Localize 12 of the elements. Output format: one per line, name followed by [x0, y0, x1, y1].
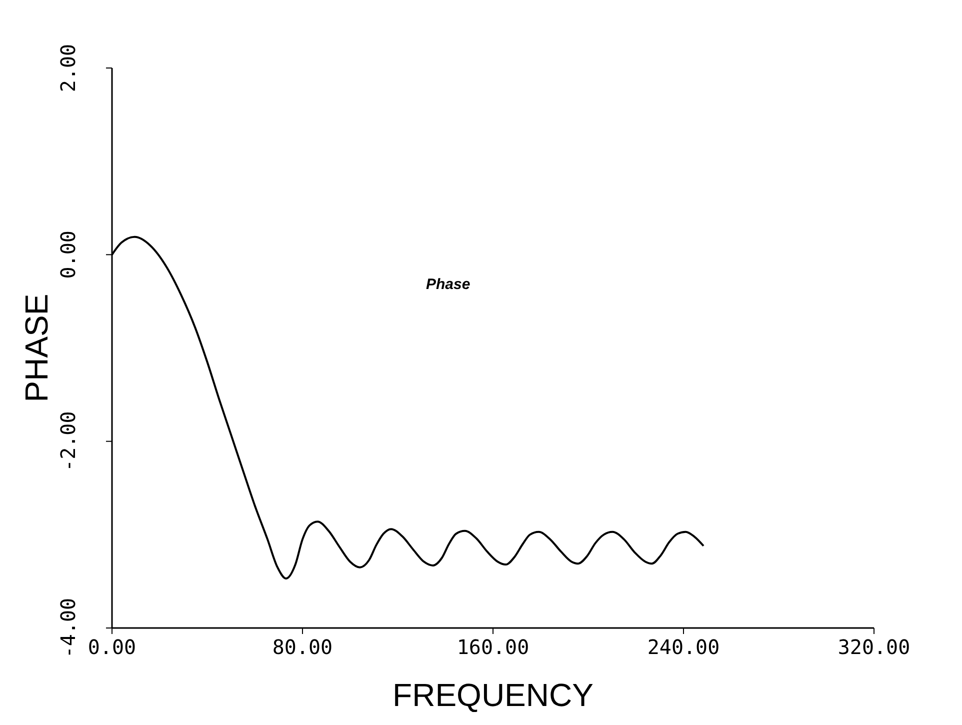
y-axis-title: PHASE: [18, 294, 54, 402]
x-tick-label: 160.00: [456, 635, 530, 659]
y-tick-label: 2.00: [56, 44, 80, 92]
y-tick-label: 0.00: [56, 230, 80, 279]
x-tick-label: 80.00: [272, 635, 333, 659]
y-tick-label: -2.00: [56, 411, 80, 472]
x-axis-title: FREQUENCY: [392, 677, 594, 713]
y-tick-label: -4.00: [56, 598, 80, 658]
x-tick-label: 320.00: [838, 635, 910, 659]
annotation: Phase: [426, 276, 470, 293]
x-tick-label: 0.00: [88, 635, 136, 659]
x-tick-label: 240.00: [647, 635, 720, 659]
